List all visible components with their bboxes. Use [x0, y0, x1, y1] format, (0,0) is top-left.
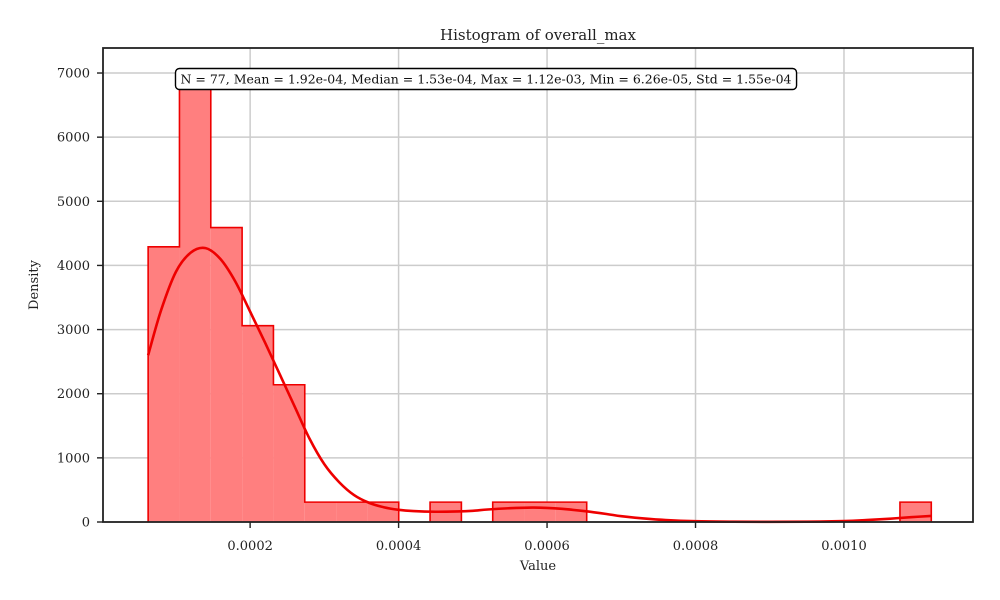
x-tick-label-1: 0.0004 — [376, 539, 422, 554]
histogram-bar-4 — [273, 384, 305, 522]
plot-frame — [102, 47, 974, 523]
y-tick-label-7: 7000 — [57, 67, 90, 82]
y-tick-label-0: 0 — [82, 516, 90, 531]
y-tick-label-1: 1000 — [57, 451, 90, 466]
histogram-bar-7 — [367, 502, 399, 522]
histogram-bar-13 — [555, 502, 587, 522]
histogram-bar-0 — [148, 246, 180, 523]
stats-text: N = 77, Mean = 1.92e-04, Median = 1.53e-… — [180, 72, 791, 87]
histogram-bar-12 — [524, 502, 556, 522]
y-axis-ticks: 0 1000 2000 3000 4000 5000 6000 7000 — [57, 67, 103, 531]
y-axis-label: Density — [27, 259, 42, 310]
histogram-bar-5 — [304, 502, 337, 522]
histogram-bar-24 — [899, 502, 932, 522]
histogram-outline-3 — [899, 501, 933, 522]
histogram-bar-1 — [179, 87, 211, 522]
chart-title: Histogram of overall_max — [440, 26, 636, 44]
y-tick-label-3: 3000 — [57, 323, 90, 338]
histogram-bar-6 — [336, 502, 368, 522]
histogram-outline-2 — [491, 501, 588, 522]
x-tick-label-2: 0.0006 — [524, 539, 570, 554]
y-tick-label-2: 2000 — [57, 387, 90, 402]
x-tick-label-4: 0.0010 — [821, 539, 867, 554]
histogram-bar-3 — [242, 325, 274, 522]
x-axis-label: Value — [519, 559, 556, 574]
x-tick-label-0: 0.0002 — [227, 539, 273, 554]
histogram-bar-11 — [492, 502, 525, 522]
y-tick-label-6: 6000 — [57, 131, 90, 146]
y-tick-label-5: 5000 — [57, 195, 90, 210]
x-tick-label-3: 0.0008 — [673, 539, 719, 554]
x-axis-ticks: 0.0002 0.0004 0.0006 0.0008 0.0010 — [227, 522, 867, 554]
stats-box-background — [174, 67, 798, 91]
stats-box: N = 77, Mean = 1.92e-04, Median = 1.53e-… — [174, 67, 798, 91]
y-tick-label-4: 4000 — [57, 259, 90, 274]
histogram-bar-2 — [210, 227, 243, 522]
histogram-bars — [147, 86, 933, 523]
